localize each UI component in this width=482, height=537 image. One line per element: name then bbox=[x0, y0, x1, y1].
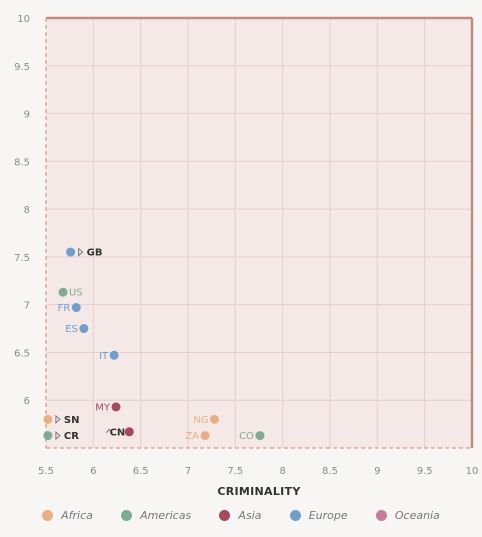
point-marker bbox=[43, 414, 53, 424]
legend-label: Europe bbox=[308, 508, 348, 522]
x-tick-label: 7 bbox=[185, 466, 191, 477]
legend-label: Asia bbox=[238, 508, 262, 522]
legend-swatch bbox=[219, 509, 231, 521]
point-marker bbox=[255, 431, 265, 441]
point-label: ZA bbox=[185, 431, 199, 442]
data-point: CO bbox=[239, 431, 265, 442]
point-label: GB bbox=[87, 248, 103, 259]
play-icon bbox=[55, 414, 61, 424]
legend-item-europe[interactable]: Europe bbox=[289, 508, 348, 522]
data-point: ZA bbox=[185, 431, 210, 442]
point-label: ES bbox=[65, 324, 78, 335]
scatter-plot: 5.5 6 6.5 7 7.5 8 8.5 9 9.5 10 6 6.5 7 7.5 8 8.5 9 9.5 10… bbox=[14, 14, 478, 498]
point-label: CN bbox=[110, 427, 126, 438]
point-label: FR bbox=[58, 303, 71, 314]
x-tick-label: 6.5 bbox=[133, 466, 149, 477]
data-points: GB US FR ES IT MY NG SN CR CN ZA CO bbox=[43, 247, 265, 442]
point-label: MY bbox=[95, 402, 111, 413]
point-marker bbox=[79, 324, 89, 334]
point-marker bbox=[71, 303, 81, 313]
y-tick-label: 7 bbox=[24, 301, 30, 312]
point-label: NG bbox=[193, 415, 208, 426]
x-tick-label: 5.5 bbox=[38, 466, 54, 477]
point-marker bbox=[111, 402, 121, 412]
x-tick-label: 8 bbox=[279, 466, 285, 477]
plot-frame bbox=[45, 16, 474, 449]
point-label: IT bbox=[99, 351, 109, 362]
legend-swatch bbox=[121, 509, 133, 521]
data-point: IT bbox=[99, 350, 119, 362]
grid bbox=[46, 18, 472, 448]
x-tick-label: 9 bbox=[374, 466, 380, 477]
x-tick-label: 7.5 bbox=[227, 466, 243, 477]
point-marker bbox=[58, 287, 68, 297]
chevron-up-icon bbox=[105, 428, 113, 434]
legend-label: Oceania bbox=[394, 508, 440, 522]
data-point: MY bbox=[95, 402, 121, 413]
y-tick-label: 8.5 bbox=[14, 157, 30, 168]
data-point: SN bbox=[43, 414, 80, 426]
data-point: FR bbox=[58, 303, 81, 314]
y-tick-label: 9.5 bbox=[14, 62, 30, 73]
point-label: SN bbox=[64, 415, 80, 426]
point-marker bbox=[109, 350, 119, 360]
legend-swatch bbox=[42, 509, 54, 521]
y-tick-label: 8 bbox=[24, 205, 30, 216]
x-axis-title: CRIMINALITY bbox=[217, 485, 301, 498]
plot-background bbox=[46, 18, 472, 448]
data-point: US bbox=[58, 287, 83, 299]
y-tick-label: 7.5 bbox=[14, 253, 30, 264]
y-tick-label: 6.5 bbox=[14, 348, 30, 359]
data-point: CR bbox=[43, 430, 79, 442]
play-icon bbox=[55, 430, 61, 441]
data-point: NG bbox=[193, 414, 220, 426]
point-marker bbox=[124, 427, 134, 437]
point-marker bbox=[66, 247, 76, 257]
x-tick-label: 9.5 bbox=[417, 466, 433, 477]
point-label: CR bbox=[64, 431, 79, 442]
x-tick-label: 6 bbox=[90, 466, 96, 477]
x-tick-label: 10 bbox=[466, 466, 479, 477]
legend-item-asia[interactable]: Asia bbox=[219, 509, 261, 522]
legend-item-oceania[interactable]: Oceania bbox=[375, 508, 440, 522]
point-marker bbox=[210, 414, 220, 424]
legend-label: Americas bbox=[140, 508, 192, 522]
x-axis-ticks: 5.5 6 6.5 7 7.5 8 8.5 9 9.5 10 bbox=[38, 466, 478, 477]
point-marker bbox=[43, 431, 53, 441]
legend-swatch bbox=[375, 509, 387, 521]
legend: Africa Americas Asia Europe Oceania bbox=[0, 502, 482, 528]
y-tick-label: 9 bbox=[24, 110, 30, 121]
legend-item-africa[interactable]: Africa bbox=[42, 509, 93, 522]
data-point: CN bbox=[105, 427, 134, 438]
point-label: CO bbox=[239, 431, 254, 442]
legend-swatch bbox=[289, 509, 301, 521]
data-point: ES bbox=[65, 324, 89, 335]
y-tick-label: 10 bbox=[17, 14, 30, 25]
data-point: GB bbox=[66, 247, 103, 259]
point-label: US bbox=[69, 288, 83, 299]
legend-label: Africa bbox=[61, 508, 93, 522]
legend-item-americas[interactable]: Americas bbox=[121, 509, 191, 522]
y-axis-ticks: 6 6.5 7 7.5 8 8.5 9 9.5 10 bbox=[14, 14, 30, 407]
point-marker bbox=[200, 431, 210, 441]
y-tick-label: 6 bbox=[24, 396, 30, 407]
play-icon bbox=[78, 247, 84, 257]
x-tick-label: 8.5 bbox=[322, 466, 338, 477]
